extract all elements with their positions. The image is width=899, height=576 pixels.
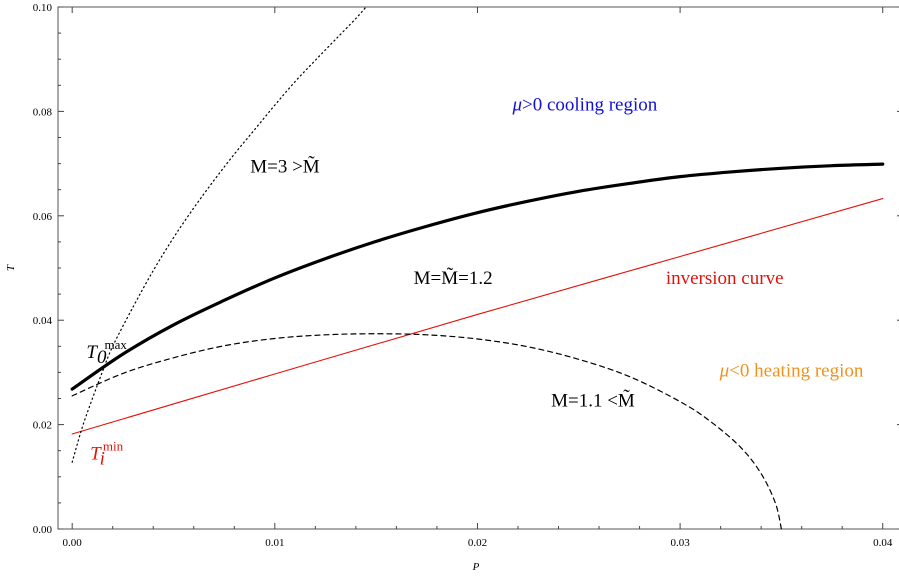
annotation-inversion: inversion curve (666, 268, 784, 289)
annotation-m12: M=M̃=1.2 (414, 266, 493, 289)
annotation-m3: M=3 >M̃ (250, 155, 320, 178)
axis-ticks: 0.00 0.01 0.02 0.03 0.04 0.00 0.02 0.04 0.06 0.08… (33, 2, 899, 549)
x-tick-label: 0.02 (468, 537, 487, 549)
series-line-dashed (71, 333, 783, 530)
y-tick-label: 0.04 (33, 315, 53, 327)
y-tick-label: 0.08 (33, 106, 53, 118)
x-tick-label: 0.01 (265, 537, 284, 549)
series-line-dotted (71, 6, 367, 463)
y-axis-title: T (5, 264, 17, 271)
y-tick-label: 0.00 (33, 524, 53, 536)
y-tick-label: 0.06 (33, 211, 53, 223)
annotations: μ>0 cooling region μ<0 heating region inve… (86, 94, 864, 469)
x-tick-label: 0.00 (63, 537, 83, 549)
series-line-inversion (71, 198, 884, 435)
x-tick-label: 0.04 (873, 537, 893, 549)
curves (70, 6, 885, 530)
y-tick-label: 0.02 (33, 420, 52, 432)
series-line-thick (70, 162, 885, 391)
x-axis-title: P (472, 561, 480, 573)
annotation-timin: Timin (90, 439, 124, 470)
annotation-t0max: T0max (86, 337, 127, 368)
annotation-heating: μ<0 heating region (719, 361, 864, 382)
x-tick-label: 0.03 (670, 537, 690, 549)
y-tick-label: 0.10 (33, 2, 53, 14)
annotation-cooling: μ>0 cooling region (511, 94, 657, 115)
annotation-m11: M=1.1 <M̃ (551, 389, 635, 412)
